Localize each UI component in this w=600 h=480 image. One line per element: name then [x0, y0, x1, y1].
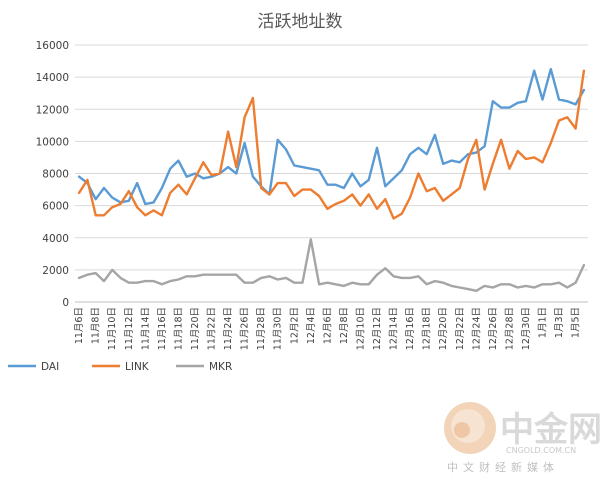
x-tick-label: 11月20日	[190, 307, 201, 350]
x-tick-label: 11月18日	[173, 307, 184, 350]
legend-label-mkr: MKR	[209, 361, 232, 373]
x-tick-label: 12月24日	[471, 307, 482, 350]
x-axis: 11月6日 11月8日 11月10日 11月12日 11月14日 11月16日 11月18日…	[74, 301, 588, 350]
x-tick-label: 12月14日	[389, 307, 400, 350]
x-tick-label: 11月8日	[91, 307, 102, 344]
x-tick-label: 12月16日	[405, 307, 416, 350]
y-tick-label: 16000	[36, 40, 69, 52]
x-tick-label: 12月12日	[372, 307, 383, 350]
series-lines	[77, 67, 586, 292]
watermark: 中金网 CNGOLD.COM.CN 中文财经新媒体	[444, 402, 600, 474]
y-tick-label: 6000	[42, 201, 69, 213]
x-tick-label: 11月24日	[223, 307, 234, 350]
y-tick-label: 12000	[36, 104, 69, 116]
x-tick-label: 12月4日	[306, 307, 317, 344]
chart-title: 活跃地址数	[258, 12, 343, 32]
x-tick-label: 11月22日	[207, 307, 218, 350]
gridlines	[75, 44, 588, 303]
x-tick-label: 12月20日	[438, 307, 449, 350]
x-tick-label: 11月26日	[240, 307, 251, 350]
x-tick-label: 12月26日	[488, 307, 499, 350]
series-link-line	[77, 69, 586, 220]
x-tick-label: 1月5日	[571, 307, 582, 338]
x-tick-label: 11月14日	[140, 307, 151, 350]
x-tick-label: 12月30日	[521, 307, 532, 350]
legend: DAI LINK MKR	[8, 361, 232, 373]
x-tick-label: 12月18日	[422, 307, 433, 350]
x-tick-label: 12月28日	[504, 307, 515, 350]
y-axis: 0 2000 4000 6000 8000 10000 12000 14000 16000	[36, 40, 69, 309]
watermark-tagline: 中文财经新媒体	[447, 460, 559, 474]
x-tick-label: 11月10日	[107, 307, 118, 350]
y-tick-label: 4000	[42, 233, 69, 245]
x-tick-label: 11月28日	[256, 307, 267, 350]
series-mkr-line	[77, 238, 586, 292]
x-tick-label: 12月22日	[455, 307, 466, 350]
legend-label-dai: DAI	[41, 361, 59, 373]
x-tick-label: 12月10日	[355, 307, 366, 350]
x-tick-label: 11月6日	[74, 307, 85, 344]
brand-logo-icon	[444, 402, 496, 454]
x-tick-label: 1月3日	[554, 307, 565, 338]
x-tick-label: 12月8日	[339, 307, 350, 344]
y-tick-label: 14000	[36, 72, 69, 84]
x-tick-label: 11月16日	[157, 307, 168, 350]
y-tick-label: 8000	[42, 169, 69, 181]
y-tick-label: 2000	[42, 265, 69, 277]
series-dai-line	[77, 67, 586, 206]
x-tick-label: 11月12日	[124, 307, 135, 350]
watermark-url: CNGOLD.COM.CN	[506, 446, 576, 455]
x-tick-label: 1月1日	[537, 307, 548, 338]
watermark-brand: 中金网	[500, 410, 600, 450]
legend-label-link: LINK	[125, 361, 150, 373]
x-tick-label: 12月2日	[289, 307, 300, 344]
x-tick-label: 12月6日	[322, 307, 333, 344]
y-tick-label: 10000	[36, 136, 69, 148]
x-tick-label: 11月30日	[273, 307, 284, 350]
y-tick-label: 0	[62, 297, 69, 309]
